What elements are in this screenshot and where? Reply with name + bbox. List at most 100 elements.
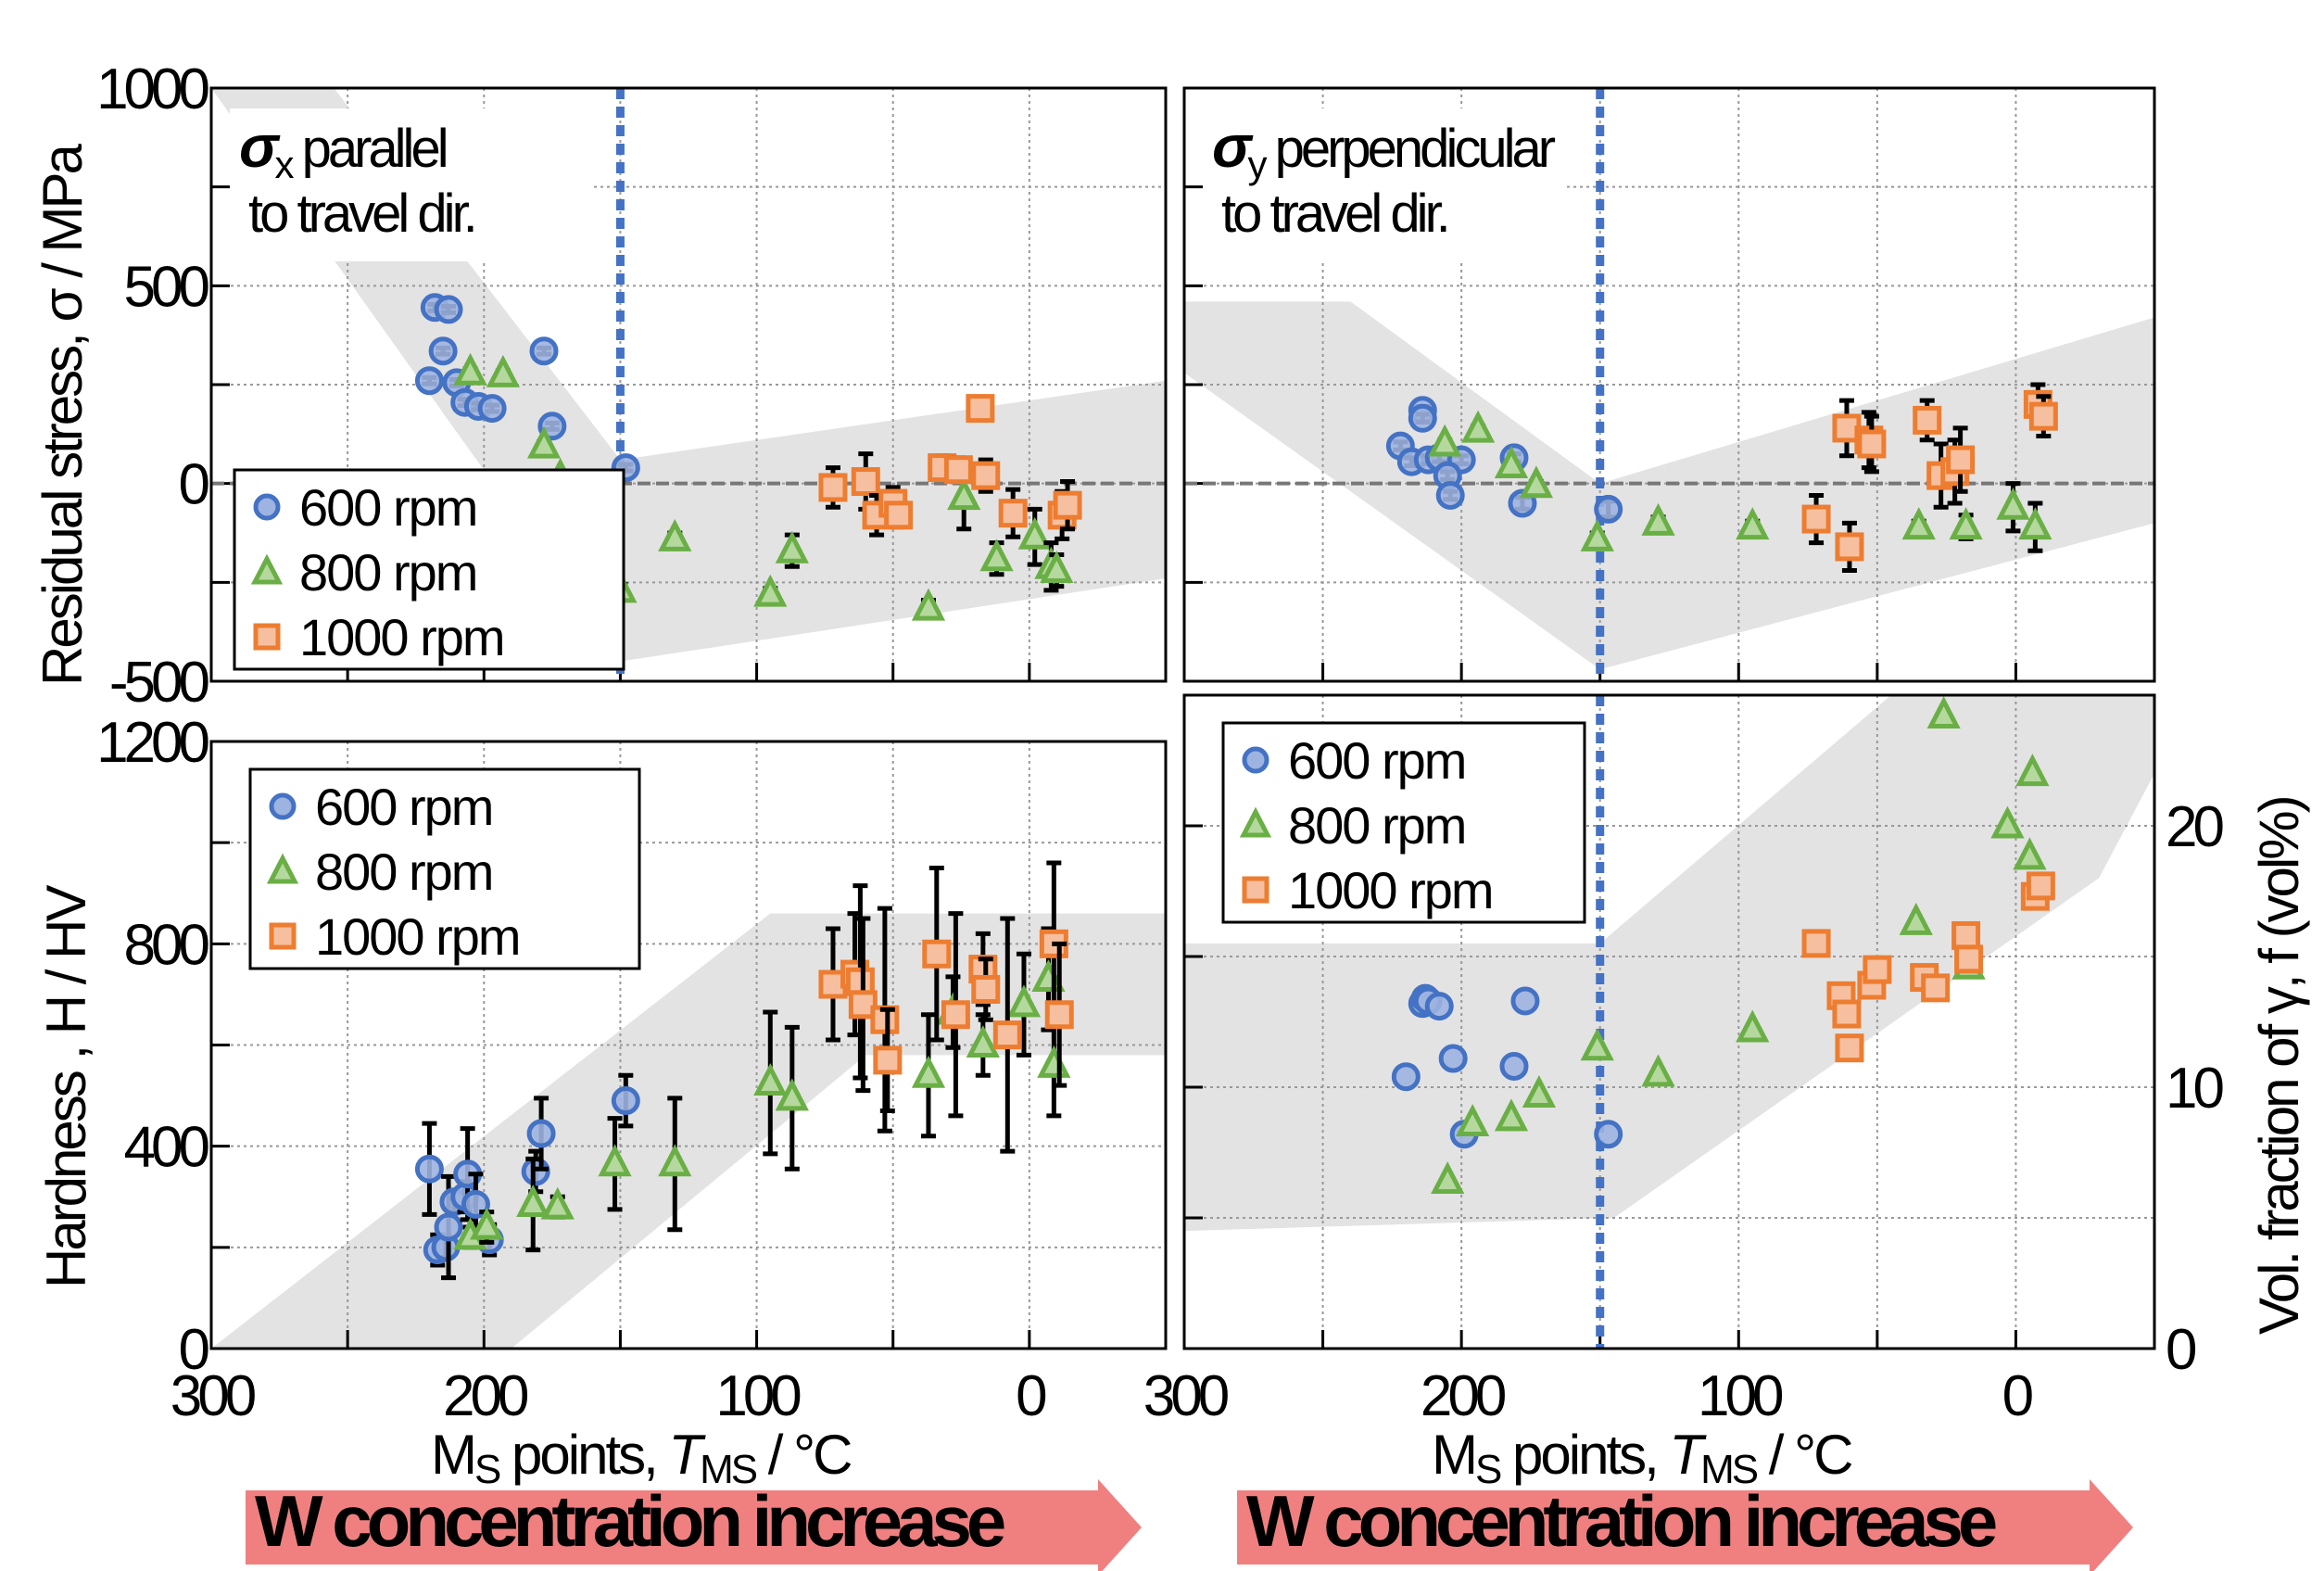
data-point-square — [992, 1020, 1022, 1050]
legend-label: 800 rpm — [299, 543, 476, 602]
x-label-s-sub: S — [1475, 1447, 1501, 1492]
x-tick-label: 200 — [443, 1364, 528, 1428]
data-point-square — [1835, 532, 1864, 562]
legend-box — [248, 767, 641, 970]
y-tick-label: 1000 — [96, 57, 208, 121]
data-point-square — [971, 461, 1001, 490]
series-800-rpm — [453, 352, 1074, 621]
data-point-triangle — [1996, 487, 2030, 520]
y-axis-label-gamma-fraction: Vol. fraction of γ, f (vol%) — [2248, 797, 2310, 1335]
x-label-m: M — [1432, 1424, 1475, 1486]
data-point-triangle — [486, 354, 520, 387]
legend-marker-triangle — [250, 553, 284, 585]
data-point-square — [848, 990, 878, 1020]
w-concentration-arrow-left: W concentration increase — [246, 1479, 1142, 1571]
legend: 600 rpm 800 rpm 1000 rpm — [233, 468, 625, 671]
data-point-square — [1053, 490, 1082, 520]
y-tick-label: 0 — [179, 453, 209, 517]
data-point-triangle — [1428, 424, 1462, 457]
plot-frame — [209, 86, 1168, 683]
data-point-square — [851, 467, 880, 497]
data-point-square — [1954, 944, 1984, 974]
legend-label: 600 rpm — [315, 778, 492, 836]
title-text: perpendicular — [1263, 119, 1555, 179]
y-tick-label: 800 — [124, 913, 209, 977]
x-tick-label: 0 — [1016, 1364, 1046, 1428]
data-point-circle — [414, 366, 444, 396]
legend-box — [233, 468, 625, 671]
data-point-triangle — [1949, 507, 1983, 540]
data-point-triangle — [966, 1025, 1000, 1058]
data-point-triangle — [1736, 507, 1770, 540]
x-label-rest: points, — [499, 1424, 668, 1486]
data-point-square — [971, 974, 1001, 1004]
series-1000-rpm — [818, 394, 1082, 541]
data-point-circle — [428, 336, 458, 366]
panel-hardness: 300 200 100 0 1200 800 400 0 600 rpm 800 rpm 1000 … — [96, 711, 1168, 1428]
y-tick-label: 500 — [124, 255, 209, 319]
data-point-square — [922, 939, 952, 969]
data-point-triangle — [911, 588, 946, 621]
data-point-triangle — [1017, 516, 1052, 550]
data-point-triangle — [1519, 465, 1554, 499]
legend-marker-square — [1242, 876, 1269, 904]
data-point-triangle — [1580, 1028, 1614, 1061]
legend-label: 1000 rpm — [1288, 861, 1493, 919]
legend-marker-square — [269, 922, 297, 950]
arrow-shape — [1237, 1479, 2133, 1571]
data-point-circle — [1510, 986, 1540, 1016]
data-point-triangle — [911, 1055, 946, 1088]
title-line-2: to travel dir. — [1221, 184, 1447, 244]
data-point-square — [1913, 405, 1942, 435]
data-point-circle — [1594, 1120, 1623, 1149]
data-point-triangle — [1460, 410, 1496, 443]
y-axis-label-hardness: Hardness , H / HV — [35, 885, 97, 1288]
data-point-circle — [414, 1154, 444, 1184]
data-point-square — [884, 500, 914, 530]
title-line-1: σx parallel — [239, 113, 446, 186]
data-point-triangle — [947, 477, 981, 511]
data-point-triangle — [1580, 518, 1614, 551]
x-tick-label: 0 — [2002, 1364, 2033, 1428]
data-point-triangle — [1990, 805, 2025, 839]
legend-label: 600 rpm — [1288, 731, 1465, 790]
data-point-triangle — [470, 1207, 504, 1240]
x-tick-label: 300 — [171, 1364, 256, 1428]
data-point-triangle — [1006, 984, 1042, 1018]
data-point-square — [941, 1000, 970, 1030]
title-text: parallel — [290, 119, 445, 179]
data-point-triangle — [753, 574, 788, 607]
data-point-square — [818, 473, 848, 502]
legend-marker-triangle — [266, 853, 299, 884]
title-line-2: to travel dir. — [248, 184, 474, 244]
data-point-square — [1951, 920, 1981, 950]
data-point-square — [1946, 445, 1976, 475]
x-tick-label: 200 — [1421, 1364, 1506, 1428]
y-tick-label: -500 — [109, 651, 209, 715]
data-point-square — [1801, 929, 1831, 958]
data-point-triangle — [453, 352, 487, 386]
data-point-triangle — [2018, 507, 2052, 540]
y-tick-label: 20 — [2166, 795, 2223, 859]
x-label-unit: / °C — [1756, 1424, 1852, 1486]
series-800-rpm — [1431, 696, 2050, 1195]
data-point-triangle — [1494, 446, 1529, 478]
data-point-square — [2028, 401, 2058, 431]
data-point-square — [1835, 1033, 1864, 1063]
legend-marker-circle — [253, 493, 281, 521]
trend-band — [211, 88, 1166, 662]
data-point-triangle — [526, 425, 562, 459]
x-label-t-sub: MS — [700, 1447, 757, 1492]
data-point-triangle — [598, 1144, 632, 1177]
data-point-triangle — [1641, 1054, 1675, 1087]
plot-frame — [1182, 693, 2156, 1350]
series-800-rpm — [1428, 410, 2052, 553]
legend-label: 1000 rpm — [315, 907, 520, 966]
svg-text:MS points, TMS / °C: MS points, TMS / °C — [1432, 1424, 1852, 1492]
data-point-circle — [1499, 1051, 1529, 1081]
